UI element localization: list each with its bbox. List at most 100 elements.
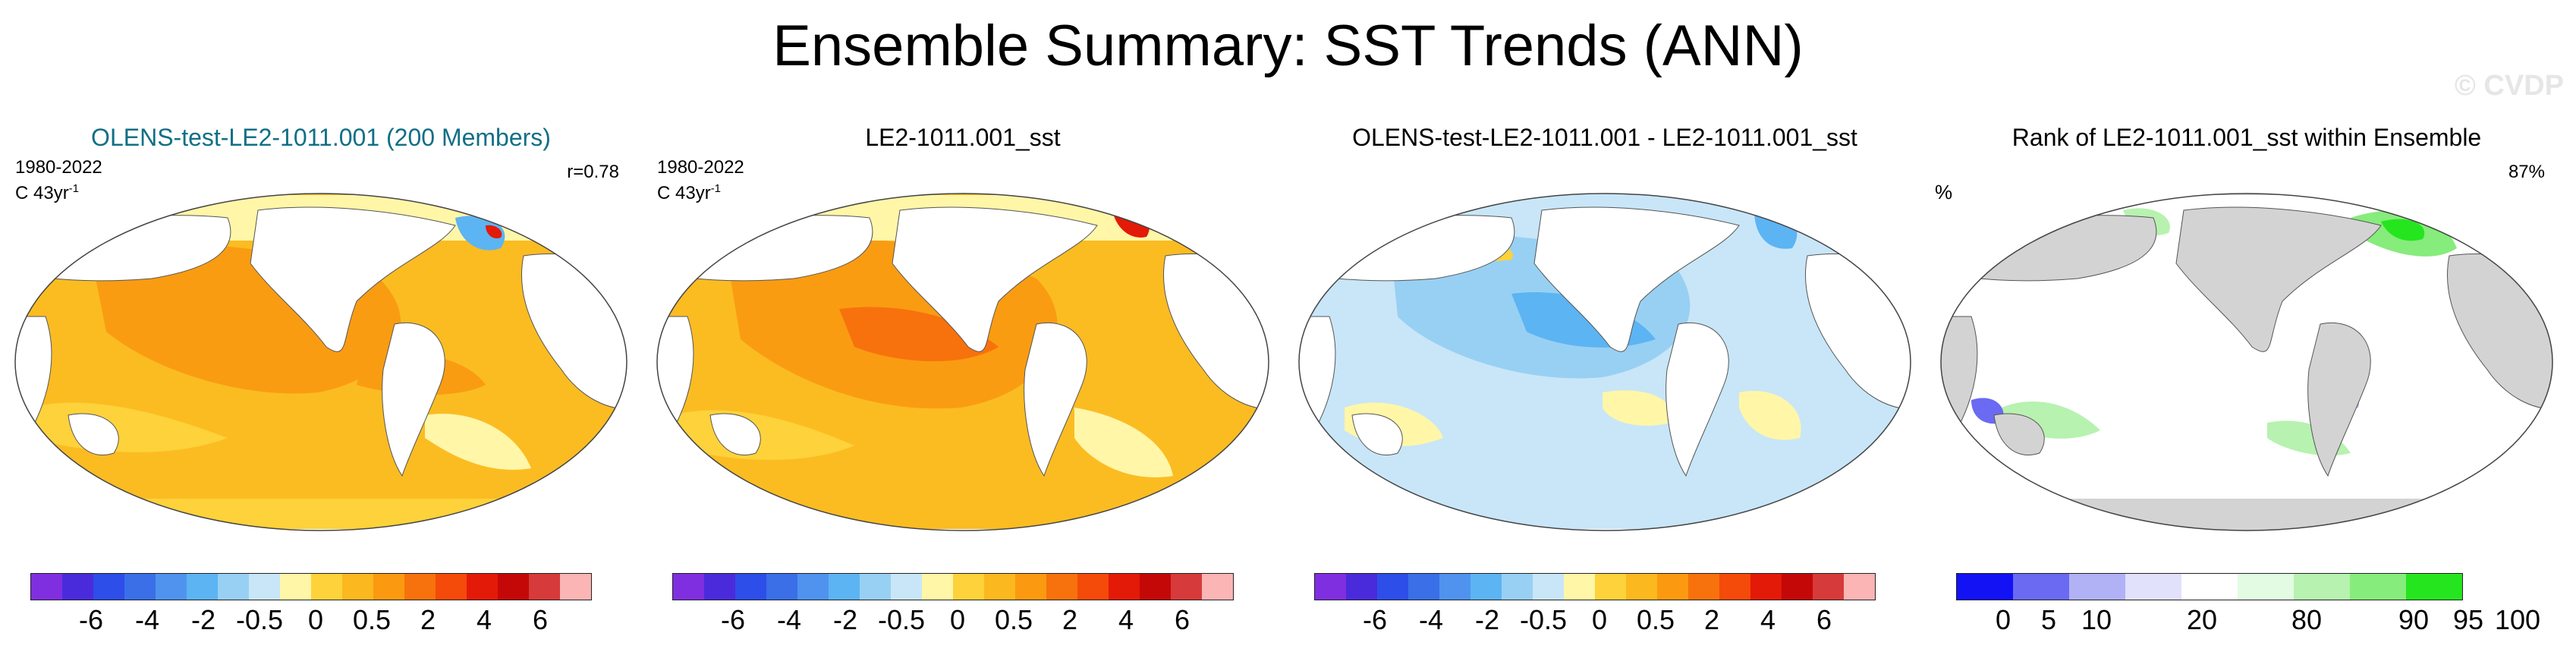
difference-colorbar bbox=[1314, 573, 1876, 600]
panel-rank: Rank of LE2-1011.001_sst within Ensemble… bbox=[1926, 118, 2568, 649]
colorbar-swatch bbox=[1782, 574, 1813, 600]
period-label: 1980-2022 bbox=[15, 157, 102, 178]
colorbar-swatch bbox=[2294, 574, 2350, 600]
colorbar-tick-label: 6 bbox=[1174, 604, 1190, 635]
panel-title: OLENS-test-LE2-1011.001 - LE2-1011.001_s… bbox=[1352, 124, 1857, 151]
colorbar-swatch bbox=[1533, 574, 1564, 600]
colorbar-swatch bbox=[187, 574, 218, 600]
trend-colorbar-ticks: -6 -4 -2 -0.5 0 0.5 2 4 6 bbox=[30, 603, 607, 637]
colorbar-swatch bbox=[342, 574, 373, 600]
colorbar-swatch bbox=[2069, 574, 2125, 600]
colorbar-tick-label: -4 bbox=[134, 604, 160, 635]
colorbar-swatch bbox=[704, 574, 735, 600]
colorbar-tick-label: 0.5 bbox=[1636, 604, 1675, 635]
colorbar-tick-label: -0.5 bbox=[235, 604, 284, 635]
colorbar-swatch bbox=[984, 574, 1015, 600]
colorbar-tick-label: 2 bbox=[420, 604, 436, 635]
colorbar-swatch bbox=[2238, 574, 2294, 600]
colorbar-swatch bbox=[891, 574, 922, 600]
colorbar-tick-label: 95 bbox=[2452, 604, 2484, 635]
panel-le2-member: LE2-1011.001_sst 1980-2022 C 43yr-1 -6 -4… bbox=[642, 118, 1284, 649]
colorbar-swatch bbox=[1502, 574, 1533, 600]
period-label: 1980-2022 bbox=[657, 157, 744, 178]
colorbar-swatch bbox=[1202, 574, 1233, 600]
percent-unit-label: % bbox=[1935, 181, 1953, 203]
colorbar-tick-label: 0 bbox=[949, 604, 966, 635]
colorbar-tick-label: -2 bbox=[190, 604, 216, 635]
world-map-trend bbox=[656, 193, 1269, 531]
colorbar-swatch bbox=[1470, 574, 1502, 600]
colorbar-swatch bbox=[560, 574, 591, 600]
colorbar-tick-label: -6 bbox=[1362, 604, 1388, 635]
colorbar-swatch bbox=[797, 574, 829, 600]
colorbar-swatch bbox=[1377, 574, 1408, 600]
colorbar-swatch bbox=[1564, 574, 1595, 600]
colorbar-tick-label: 20 bbox=[2186, 604, 2218, 635]
colorbar-tick-label: 90 bbox=[2398, 604, 2430, 635]
colorbar-swatch bbox=[311, 574, 342, 600]
panel-difference: OLENS-test-LE2-1011.001 - LE2-1011.001_s… bbox=[1284, 118, 1926, 649]
colorbar-tick-label: 0 bbox=[1995, 604, 2011, 635]
colorbar-swatch bbox=[860, 574, 891, 600]
colorbar-tick-label: 6 bbox=[532, 604, 549, 635]
colorbar-swatch bbox=[1957, 574, 2013, 600]
colorbar-swatch bbox=[280, 574, 311, 600]
panel-ensemble-mean: OLENS-test-LE2-1011.001 (200 Members) 19… bbox=[0, 118, 642, 649]
colorbar-swatch bbox=[2181, 574, 2238, 600]
colorbar-tick-label: 4 bbox=[476, 604, 492, 635]
colorbar-swatch bbox=[922, 574, 953, 600]
trend-colorbar bbox=[30, 573, 592, 600]
colorbar-swatch bbox=[766, 574, 797, 600]
colorbar-swatch bbox=[1439, 574, 1470, 600]
trend-colorbar-ticks: -6 -4 -2 -0.5 0 0.5 2 4 6 bbox=[672, 603, 1249, 637]
colorbar-tick-label: 2 bbox=[1062, 604, 1078, 635]
colorbar-swatch bbox=[373, 574, 404, 600]
rank-colorbar bbox=[1956, 573, 2463, 600]
colorbar-tick-label: -0.5 bbox=[877, 604, 926, 635]
colorbar-tick-label: 10 bbox=[2081, 604, 2112, 635]
colorbar-swatch bbox=[1109, 574, 1140, 600]
colorbar-swatch bbox=[1171, 574, 1202, 600]
panel-title: LE2-1011.001_sst bbox=[865, 124, 1061, 151]
colorbar-swatch bbox=[1813, 574, 1844, 600]
colorbar-swatch bbox=[1315, 574, 1346, 600]
colorbar-swatch bbox=[673, 574, 704, 600]
correlation-label: r=0.78 bbox=[567, 162, 619, 182]
colorbar-swatch bbox=[1408, 574, 1439, 600]
colorbar-tick-label: 2 bbox=[1703, 604, 1720, 635]
colorbar-swatch bbox=[1657, 574, 1688, 600]
colorbar-swatch bbox=[249, 574, 280, 600]
colorbar-swatch bbox=[124, 574, 156, 600]
colorbar-swatch bbox=[62, 574, 93, 600]
colorbar-tick-label: 6 bbox=[1816, 604, 1832, 635]
colorbar-swatch bbox=[2406, 574, 2462, 600]
rank-colorbar-ticks: 0 5 10 20 80 90 95 100 bbox=[1956, 603, 2540, 637]
colorbar-swatch bbox=[156, 574, 187, 600]
colorbar-tick-label: -4 bbox=[1418, 604, 1444, 635]
colorbar-swatch bbox=[1719, 574, 1750, 600]
colorbar-tick-label: -2 bbox=[832, 604, 858, 635]
colorbar-tick-label: -6 bbox=[78, 604, 104, 635]
colorbar-swatch bbox=[31, 574, 62, 600]
colorbar-tick-label: -2 bbox=[1474, 604, 1500, 635]
figure-title: Ensemble Summary: SST Trends (ANN) bbox=[772, 14, 1804, 78]
colorbar-swatch bbox=[436, 574, 467, 600]
colorbar-swatch bbox=[2125, 574, 2181, 600]
colorbar-tick-label: -6 bbox=[720, 604, 746, 635]
colorbar-tick-label: 5 bbox=[2040, 604, 2057, 635]
trend-colorbar bbox=[672, 573, 1234, 600]
panel-title: Rank of LE2-1011.001_sst within Ensemble bbox=[2011, 124, 2482, 151]
rank-percentile-label: 87% bbox=[2508, 162, 2545, 182]
colorbar-tick-label: 0 bbox=[1591, 604, 1608, 635]
units-label: C 43yr-1 bbox=[657, 182, 722, 203]
colorbar-tick-label: 0.5 bbox=[994, 604, 1033, 635]
colorbar-swatch bbox=[1140, 574, 1171, 600]
colorbar-swatch bbox=[529, 574, 560, 600]
difference-colorbar-ticks: -6 -4 -2 -0.5 0 0.5 2 4 6 bbox=[1314, 603, 1891, 637]
colorbar-swatch bbox=[1346, 574, 1377, 600]
colorbar-swatch bbox=[2350, 574, 2406, 600]
colorbar-swatch bbox=[1750, 574, 1782, 600]
colorbar-swatch bbox=[218, 574, 249, 600]
colorbar-tick-label: 0 bbox=[307, 604, 324, 635]
colorbar-swatch bbox=[1046, 574, 1077, 600]
